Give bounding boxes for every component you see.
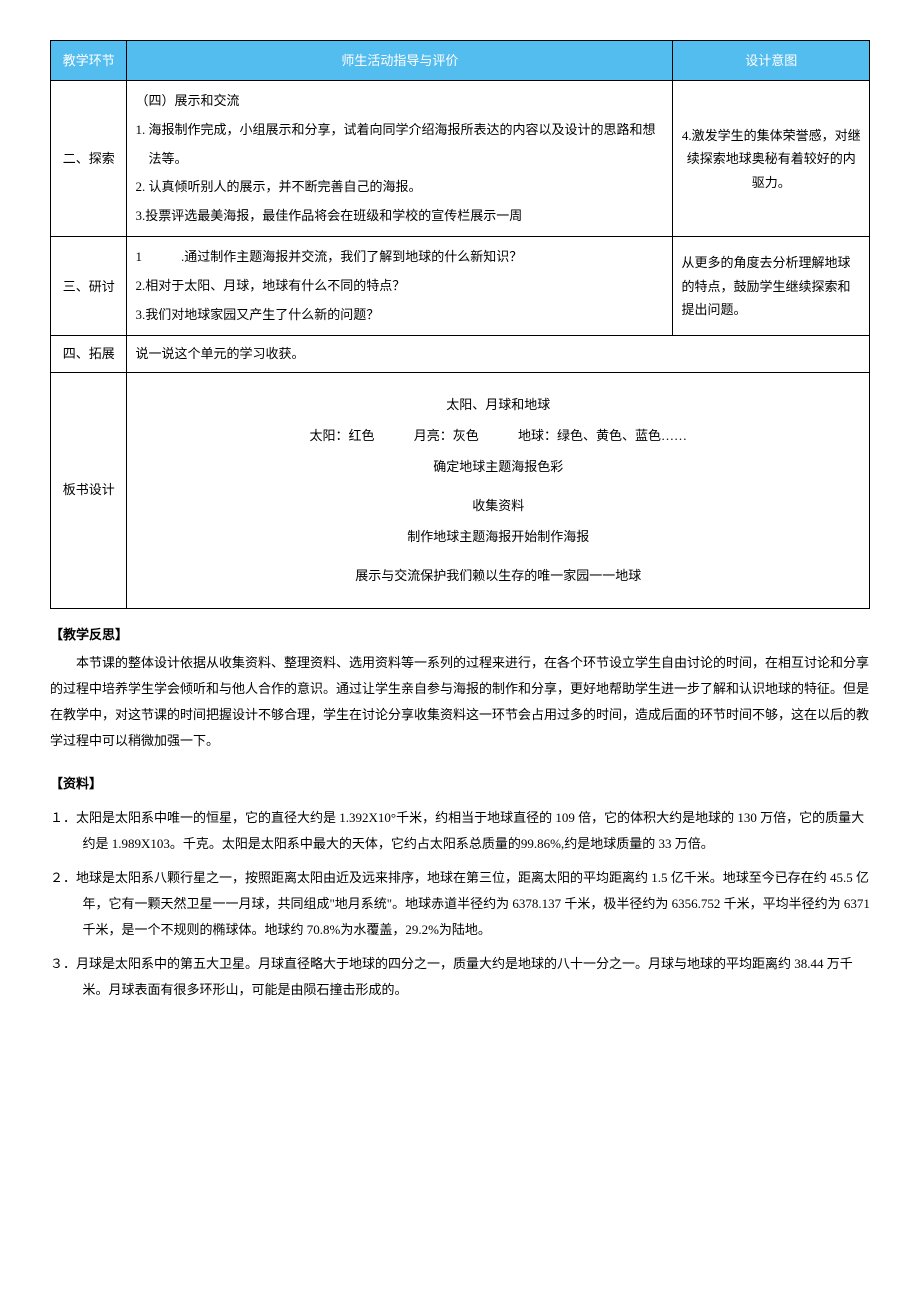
row-label: 板书设计 <box>51 372 127 608</box>
activity-item: 3.投票评选最美海报，最佳作品将会在班级和学校的宣传栏展示一周 <box>135 202 664 231</box>
board-line: 太阳：红色 月亮：灰色 地球：绿色、黄色、蓝色…… <box>139 420 857 451</box>
intent-cell: 4.激发学生的集体荣誉感，对继续探索地球奥秘有着较好的内驱力。 <box>673 81 870 237</box>
header-col-2: 师生活动指导与评价 <box>127 41 673 81</box>
table-row-explore: 二、探索 （四）展示和交流 1. 海报制作完成，小组展示和分享，试着向同学介绍海… <box>51 81 870 237</box>
materials-heading: 【资料】 <box>50 772 870 795</box>
reflection-heading: 【教学反思】 <box>50 623 870 646</box>
activity-item: 2. 认真倾听别人的展示，并不断完善自己的海报。 <box>135 173 664 202</box>
activity-item: 2.相对于太阳、月球，地球有什么不同的特点？ <box>135 272 664 301</box>
activity-cell: 说一说这个单元的学习收获。 <box>127 336 870 372</box>
activity-cell: 1 .通过制作主题海报并交流，我们了解到地球的什么新知识？ 2.相对于太阳、月球… <box>127 237 673 336</box>
header-col-3: 设计意图 <box>673 41 870 81</box>
board-line: 展示与交流保护我们赖以生存的唯一家园一一地球 <box>139 560 857 591</box>
activity-title: （四）展示和交流 <box>135 87 664 116</box>
table-row-extend: 四、拓展 说一说这个单元的学习收获。 <box>51 336 870 372</box>
table-row-board: 板书设计 太阳、月球和地球 太阳：红色 月亮：灰色 地球：绿色、黄色、蓝色…… … <box>51 372 870 608</box>
materials-item: １．太阳是太阳系中唯一的恒星，它的直径大约是 1.392X10°千米，约相当于地… <box>50 805 870 857</box>
header-col-1: 教学环节 <box>51 41 127 81</box>
board-design-cell: 太阳、月球和地球 太阳：红色 月亮：灰色 地球：绿色、黄色、蓝色…… 确定地球主… <box>127 372 870 608</box>
board-span: 太阳：红色 <box>309 420 374 451</box>
board-span: 地球：绿色、黄色、蓝色…… <box>518 420 687 451</box>
reflection-body: 本节课的整体设计依据从收集资料、整理资料、选用资料等一系列的过程来进行，在各个环… <box>50 650 870 754</box>
activity-item: 1 .通过制作主题海报并交流，我们了解到地球的什么新知识？ <box>135 243 664 272</box>
activity-item: 1. 海报制作完成，小组展示和分享，试着向同学介绍海报所表达的内容以及设计的思路… <box>135 116 664 173</box>
board-span: 月亮：灰色 <box>414 420 479 451</box>
board-line: 制作地球主题海报开始制作海报 <box>139 521 857 552</box>
board-line: 太阳、月球和地球 <box>139 389 857 420</box>
intent-cell: 从更多的角度去分析理解地球的特点，鼓励学生继续探索和提出问题。 <box>673 237 870 336</box>
table-row-discuss: 三、研讨 1 .通过制作主题海报并交流，我们了解到地球的什么新知识？ 2.相对于… <box>51 237 870 336</box>
row-label: 二、探索 <box>51 81 127 237</box>
materials-item: ２．地球是太阳系八颗行星之一，按照距离太阳由近及远来排序，地球在第三位，距离太阳… <box>50 865 870 943</box>
materials-item: ３．月球是太阳系中的第五大卫星。月球直径略大于地球的四分之一，质量大约是地球的八… <box>50 951 870 1003</box>
row-label: 三、研讨 <box>51 237 127 336</box>
table-header-row: 教学环节 师生活动指导与评价 设计意图 <box>51 41 870 81</box>
board-line: 收集资料 <box>139 490 857 521</box>
activity-item: 3.我们对地球家园又产生了什么新的问题？ <box>135 301 664 330</box>
board-line: 确定地球主题海报色彩 <box>139 451 857 482</box>
row-label: 四、拓展 <box>51 336 127 372</box>
lesson-plan-table: 教学环节 师生活动指导与评价 设计意图 二、探索 （四）展示和交流 1. 海报制… <box>50 40 870 609</box>
activity-cell: （四）展示和交流 1. 海报制作完成，小组展示和分享，试着向同学介绍海报所表达的… <box>127 81 673 237</box>
